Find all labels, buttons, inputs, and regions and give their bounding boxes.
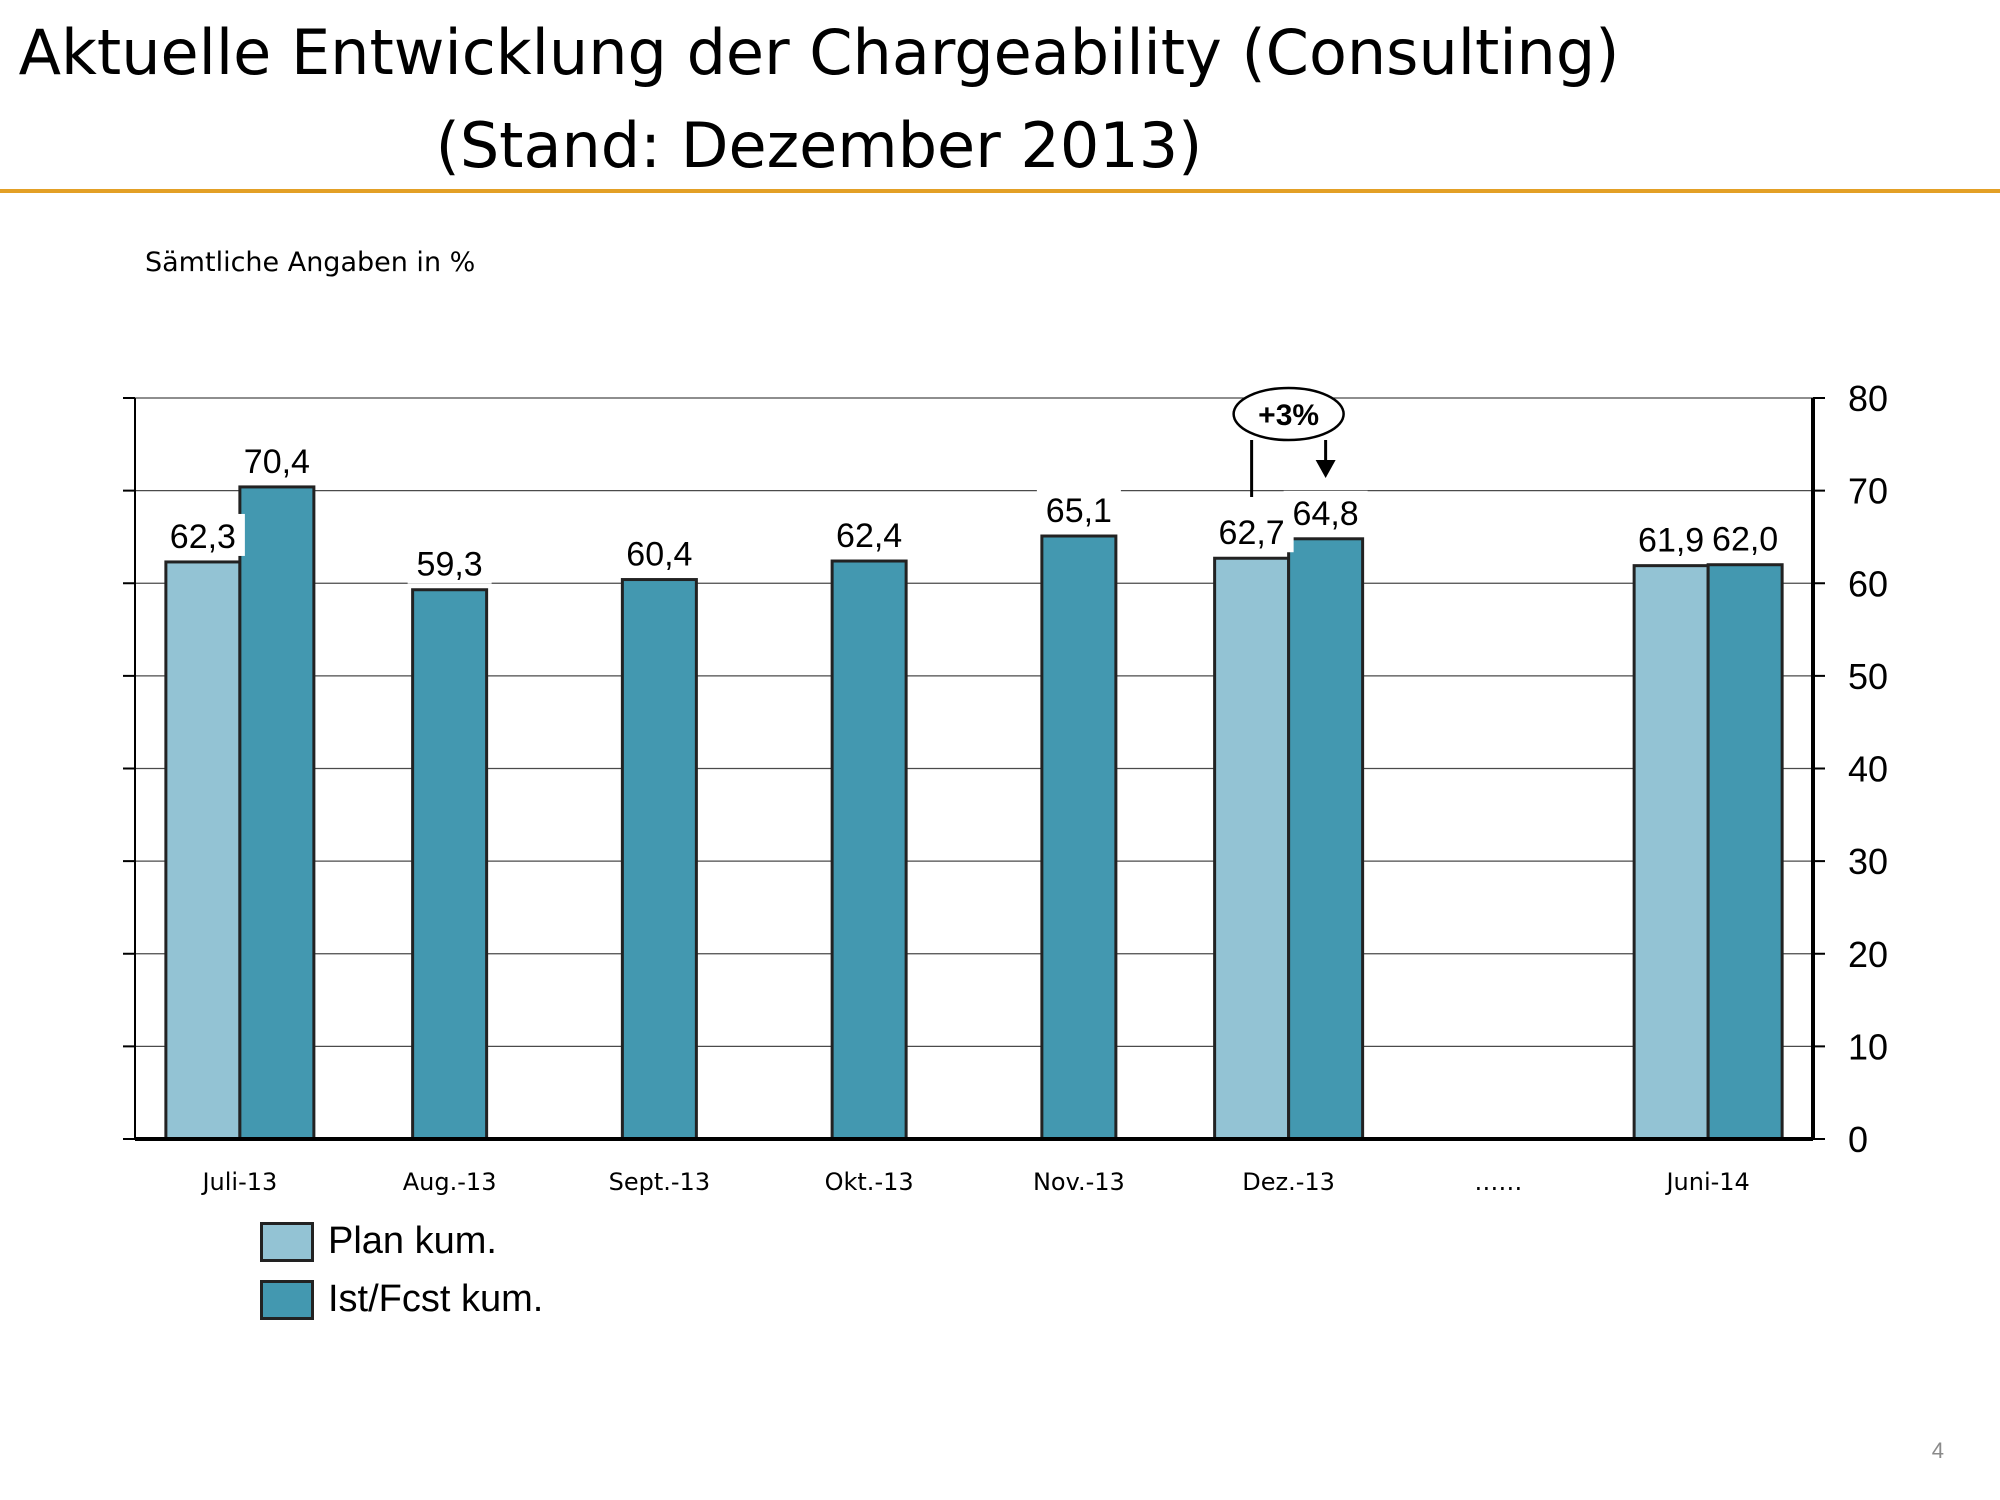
data-label: 65,1 [1046,492,1112,530]
plan-bar [1213,556,1291,1141]
gridlines [135,397,1813,1048]
x-category-label: Juli-13 [200,1168,277,1196]
units-note: Sämtliche Angaben in % [145,247,476,278]
data-label: 62,0 [1712,521,1778,559]
legend-label-plan: Plan kum. [328,1220,497,1262]
x-category-label: Dez.-13 [1242,1168,1335,1196]
data-label-bg [1036,488,1121,531]
change-annotation: +3% [1232,386,1345,497]
title-line-1: Aktuelle Entwicklung der Chargeability (… [18,16,1620,89]
data-label: 59,3 [417,546,483,584]
data-label: 61,9 [1638,522,1704,560]
legend-label-ist: Ist/Fcst kum. [328,1278,544,1320]
x-category-label: Sept.-13 [609,1168,710,1196]
legend-swatch-plan [260,1222,314,1262]
data-label-bg [1283,490,1368,533]
data-label-bg [1703,516,1788,559]
data-label-bg [617,531,702,574]
plan-bar [164,560,242,1141]
ist-bar [238,485,316,1141]
data-label-bg [407,541,492,584]
legend-swatch-ist [260,1280,314,1320]
x-category-label: Nov.-13 [1033,1168,1125,1196]
data-label-bg [1629,517,1714,560]
x-category-label: Aug.-13 [403,1168,497,1196]
title-line-2: (Stand: Dezember 2013) [435,109,1203,182]
y-tick-label: 60 [1848,563,1888,604]
x-category-label: …… [1474,1168,1522,1196]
data-label: 62,7 [1219,514,1285,552]
y-tick-label: 0 [1848,1119,1868,1160]
annotation-arrowhead [1315,460,1336,478]
ist-bar [620,578,698,1141]
data-label-bg [1209,510,1294,553]
data-label: 60,4 [626,536,692,574]
data-label-bg [160,513,245,556]
axes: 0 10 20 30 40 50 60 70 80 Juli-13 Aug.-13 Sept.-13 O… [123,378,1888,1196]
data-label-bg [827,513,912,556]
data-labels: 62,370,4 59,3 60,4 62,4 65,1 62,764,8 61,9 62,0 [160,438,1788,584]
annotation-text: +3% [1258,399,1319,432]
page-title: Aktuelle Entwicklung der Chargeability (… [0,6,1638,192]
title-divider [0,189,2000,193]
ist-bar [1040,534,1118,1141]
ist-bar [1287,537,1365,1141]
y-tick-label: 10 [1848,1026,1888,1067]
y-tick-label: 20 [1848,934,1888,975]
bars [164,485,1784,1141]
y-tick-label: 40 [1848,749,1888,790]
plan-bar [1632,564,1710,1141]
ist-bar [1706,563,1784,1141]
annotation-bubble [1232,386,1345,442]
x-category-label: Okt.-13 [825,1168,914,1196]
data-label: 64,8 [1293,495,1359,533]
x-category-label: Juni-14 [1664,1168,1749,1196]
ist-bar [411,588,489,1141]
page-number: 4 [1931,1438,1944,1463]
data-label: 62,4 [836,517,902,555]
ist-bar [830,559,908,1141]
y-tick-label: 30 [1848,841,1888,882]
y-tick-label: 70 [1848,471,1888,512]
data-label: 62,3 [170,518,236,556]
data-label-bg [234,438,319,481]
y-tick-label: 50 [1848,656,1888,697]
data-label: 70,4 [244,443,310,481]
y-tick-label: 80 [1848,378,1888,419]
